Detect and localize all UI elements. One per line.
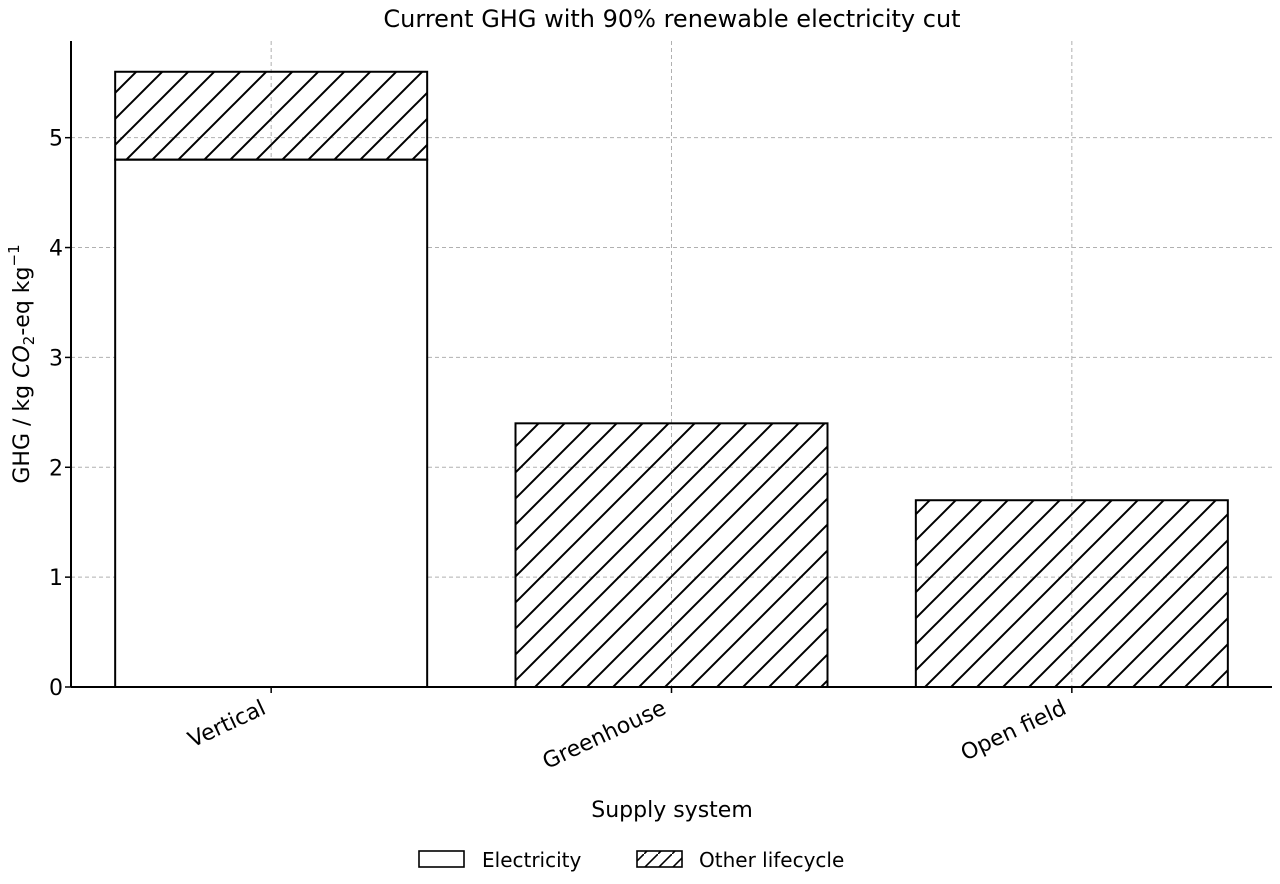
y-tick-label: 5 (49, 127, 63, 152)
y-tick-label: 3 (49, 346, 63, 371)
y-axis-title-chem: CO (10, 345, 35, 378)
y-axis-title: GHG / kg CO2-eq kg−1 (5, 244, 38, 483)
legend-swatch-electricity (418, 850, 465, 868)
y-axis-title-mid: -eq kg (10, 267, 35, 336)
bar-vertical-electricity (114, 158, 429, 688)
y-axis-title-prefix: GHG / kg (10, 378, 35, 484)
y-tick-label: 4 (49, 237, 63, 262)
y-tick-label: 2 (49, 456, 63, 481)
y-tick-label: 0 (49, 676, 63, 701)
bar-open-field-other-lifecycle (914, 499, 1229, 688)
y-tick-label: 1 (49, 566, 63, 591)
y-axis-title-chem-sub: 2 (20, 336, 38, 346)
legend: Electricity Other lifecycle (418, 848, 844, 872)
axes (65, 41, 1272, 693)
y-axis-title-sup: −1 (5, 244, 23, 266)
x-tick-labels: Vertical Greenhouse Open field (184, 696, 1070, 775)
x-tick-label: Open field (957, 696, 1070, 767)
x-axis-title: Supply system (591, 798, 753, 823)
legend-swatch-other-lifecycle (636, 850, 683, 868)
y-tick-labels: 0 1 2 3 4 5 (49, 127, 63, 701)
x-tick-label: Vertical (184, 696, 269, 753)
chart-title: Current GHG with 90% renewable electrici… (383, 5, 960, 33)
bar-greenhouse-other-lifecycle (514, 422, 829, 688)
bar-vertical-other-lifecycle (114, 70, 429, 161)
legend-label-other-lifecycle: Other lifecycle (699, 848, 844, 872)
bars (114, 70, 1229, 688)
x-tick-label: Greenhouse (539, 696, 670, 775)
legend-label-electricity: Electricity (482, 848, 582, 872)
